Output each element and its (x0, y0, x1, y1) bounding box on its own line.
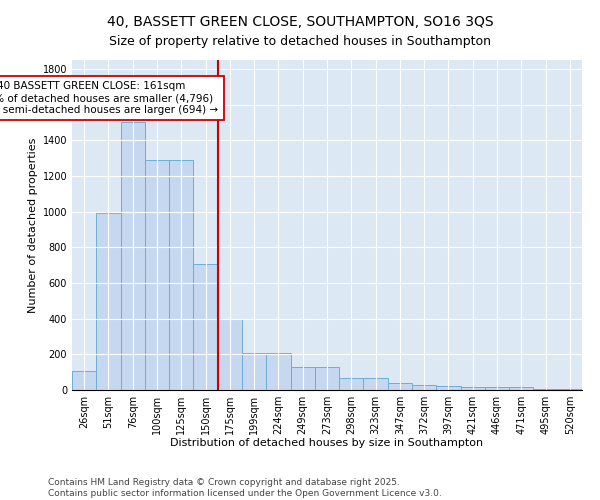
Bar (339, 378, 364, 390)
Bar (485, 387, 509, 390)
X-axis label: Distribution of detached houses by size in Southampton: Distribution of detached houses by size … (170, 438, 484, 448)
Text: 40, BASSETT GREEN CLOSE, SOUTHAMPTON, SO16 3QS: 40, BASSETT GREEN CLOSE, SOUTHAMPTON, SO… (107, 15, 493, 29)
Bar (364, 378, 388, 390)
Bar (388, 382, 412, 390)
Bar (290, 367, 315, 390)
Bar (315, 367, 339, 390)
Text: 40 BASSETT GREEN CLOSE: 161sqm
← 87% of detached houses are smaller (4,796)
13% : 40 BASSETT GREEN CLOSE: 161sqm ← 87% of … (0, 82, 218, 114)
Bar (412, 384, 436, 390)
Bar (436, 386, 461, 390)
Bar (218, 318, 242, 390)
Bar (96, 212, 121, 390)
Bar (72, 372, 96, 390)
Text: Size of property relative to detached houses in Southampton: Size of property relative to detached ho… (109, 35, 491, 48)
Bar (266, 352, 290, 390)
Bar (242, 352, 266, 390)
Bar (145, 160, 169, 390)
Text: Contains HM Land Registry data © Crown copyright and database right 2025.
Contai: Contains HM Land Registry data © Crown c… (48, 478, 442, 498)
Y-axis label: Number of detached properties: Number of detached properties (28, 138, 38, 312)
Bar (121, 122, 145, 390)
Bar (533, 389, 558, 390)
Bar (193, 264, 218, 390)
Bar (461, 387, 485, 390)
Bar (169, 160, 193, 390)
Bar (509, 387, 533, 390)
